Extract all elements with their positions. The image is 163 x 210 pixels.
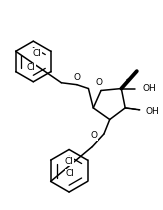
Text: OH: OH bbox=[143, 84, 156, 93]
Text: OH: OH bbox=[146, 107, 159, 116]
Text: OH: OH bbox=[144, 107, 158, 116]
Text: Cl: Cl bbox=[66, 169, 74, 178]
Text: O: O bbox=[96, 78, 103, 87]
Text: Cl: Cl bbox=[27, 63, 36, 72]
Text: O: O bbox=[91, 131, 98, 140]
Text: Cl: Cl bbox=[32, 49, 41, 58]
Text: O: O bbox=[73, 74, 80, 82]
Text: Cl: Cl bbox=[65, 157, 74, 166]
Text: OH: OH bbox=[141, 84, 155, 93]
